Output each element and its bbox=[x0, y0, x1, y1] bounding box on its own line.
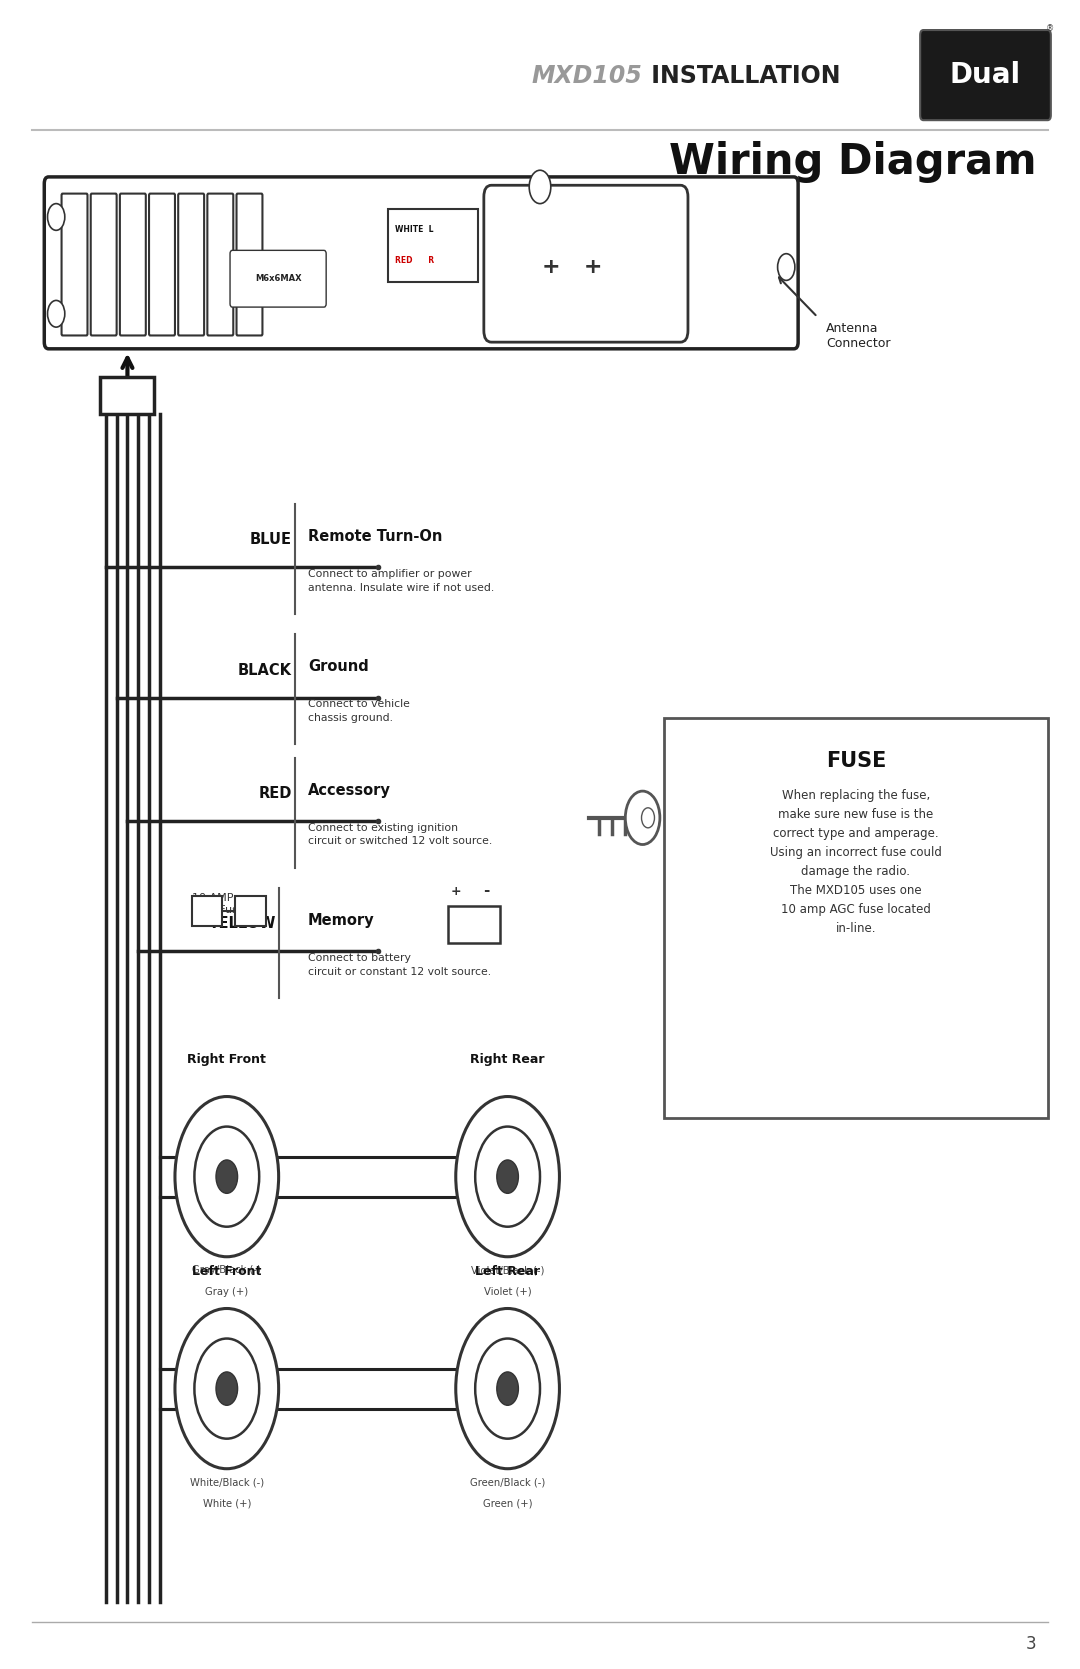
Text: Green/Black (-): Green/Black (-) bbox=[470, 1477, 545, 1487]
Text: Gray (+): Gray (+) bbox=[205, 1287, 248, 1297]
Circle shape bbox=[625, 791, 660, 845]
Bar bbox=[192, 896, 222, 926]
Circle shape bbox=[778, 254, 795, 280]
FancyBboxPatch shape bbox=[44, 177, 798, 349]
Text: Dual: Dual bbox=[950, 62, 1021, 88]
Circle shape bbox=[194, 1127, 259, 1227]
FancyBboxPatch shape bbox=[149, 194, 175, 335]
Circle shape bbox=[475, 1127, 540, 1227]
Text: RED      R: RED R bbox=[395, 257, 434, 265]
Text: Connect to amplifier or power
antenna. Insulate wire if not used.: Connect to amplifier or power antenna. I… bbox=[308, 569, 494, 592]
Text: 10 AMP
AGC Fuse: 10 AMP AGC Fuse bbox=[192, 893, 245, 915]
Circle shape bbox=[642, 808, 654, 828]
Text: Remote Turn-On: Remote Turn-On bbox=[308, 529, 442, 544]
FancyBboxPatch shape bbox=[664, 718, 1048, 1118]
Text: White/Black (-): White/Black (-) bbox=[190, 1477, 264, 1487]
Text: +   +: + + bbox=[542, 257, 603, 277]
FancyBboxPatch shape bbox=[207, 194, 233, 335]
Circle shape bbox=[48, 204, 65, 230]
Text: ®: ® bbox=[1045, 25, 1054, 33]
FancyBboxPatch shape bbox=[920, 30, 1051, 120]
FancyBboxPatch shape bbox=[91, 194, 117, 335]
Text: Connect to vehicle
chassis ground.: Connect to vehicle chassis ground. bbox=[308, 699, 409, 723]
Text: 3: 3 bbox=[1026, 1636, 1037, 1652]
Circle shape bbox=[497, 1372, 518, 1405]
Text: Gray/Black (-): Gray/Black (-) bbox=[192, 1265, 261, 1275]
Text: Ground: Ground bbox=[308, 659, 368, 674]
Text: Violet (+): Violet (+) bbox=[484, 1287, 531, 1297]
Text: Connect to battery
circuit or constant 12 volt source.: Connect to battery circuit or constant 1… bbox=[308, 953, 491, 976]
Circle shape bbox=[456, 1308, 559, 1469]
Text: MXD105: MXD105 bbox=[531, 63, 643, 88]
Text: INSTALLATION: INSTALLATION bbox=[643, 63, 840, 88]
FancyBboxPatch shape bbox=[62, 194, 87, 335]
FancyBboxPatch shape bbox=[230, 250, 326, 307]
Circle shape bbox=[216, 1160, 238, 1193]
Text: FUSE: FUSE bbox=[826, 751, 886, 771]
Text: White (+): White (+) bbox=[203, 1499, 251, 1509]
Circle shape bbox=[48, 300, 65, 327]
Text: +: + bbox=[450, 885, 461, 898]
Text: When replacing the fuse,
make sure new fuse is the
correct type and amperage.
Us: When replacing the fuse, make sure new f… bbox=[770, 789, 942, 935]
FancyBboxPatch shape bbox=[484, 185, 688, 342]
FancyBboxPatch shape bbox=[178, 194, 204, 335]
Text: Green (+): Green (+) bbox=[483, 1499, 532, 1509]
FancyBboxPatch shape bbox=[120, 194, 146, 335]
Text: Right Rear: Right Rear bbox=[471, 1053, 544, 1066]
Text: Accessory: Accessory bbox=[308, 783, 391, 798]
Text: Wiring Diagram: Wiring Diagram bbox=[670, 140, 1037, 184]
Circle shape bbox=[456, 1097, 559, 1257]
Circle shape bbox=[529, 170, 551, 204]
Circle shape bbox=[475, 1339, 540, 1439]
Circle shape bbox=[497, 1160, 518, 1193]
Text: BLACK: BLACK bbox=[238, 663, 292, 678]
Text: Connect to existing ignition
circuit or switched 12 volt source.: Connect to existing ignition circuit or … bbox=[308, 823, 492, 846]
Circle shape bbox=[194, 1339, 259, 1439]
Circle shape bbox=[216, 1372, 238, 1405]
FancyBboxPatch shape bbox=[388, 209, 478, 282]
Text: RED: RED bbox=[258, 786, 292, 801]
Circle shape bbox=[175, 1097, 279, 1257]
Text: YELLOW: YELLOW bbox=[208, 916, 275, 931]
FancyBboxPatch shape bbox=[237, 194, 262, 335]
Text: Right Front: Right Front bbox=[187, 1053, 267, 1066]
Text: -: - bbox=[483, 883, 489, 898]
Circle shape bbox=[175, 1308, 279, 1469]
Bar bbox=[448, 906, 500, 943]
Text: Violet/Black (-): Violet/Black (-) bbox=[471, 1265, 544, 1275]
Bar bbox=[235, 896, 266, 926]
Text: WHITE  L: WHITE L bbox=[395, 225, 434, 234]
Text: BLUE: BLUE bbox=[249, 532, 292, 547]
Text: Left Rear: Left Rear bbox=[475, 1265, 540, 1278]
Text: Antenna
Connector: Antenna Connector bbox=[826, 322, 891, 350]
Text: Memory: Memory bbox=[308, 913, 375, 928]
Bar bbox=[100, 377, 154, 414]
Text: M6x6MAX: M6x6MAX bbox=[255, 274, 301, 284]
Text: Left Front: Left Front bbox=[192, 1265, 261, 1278]
